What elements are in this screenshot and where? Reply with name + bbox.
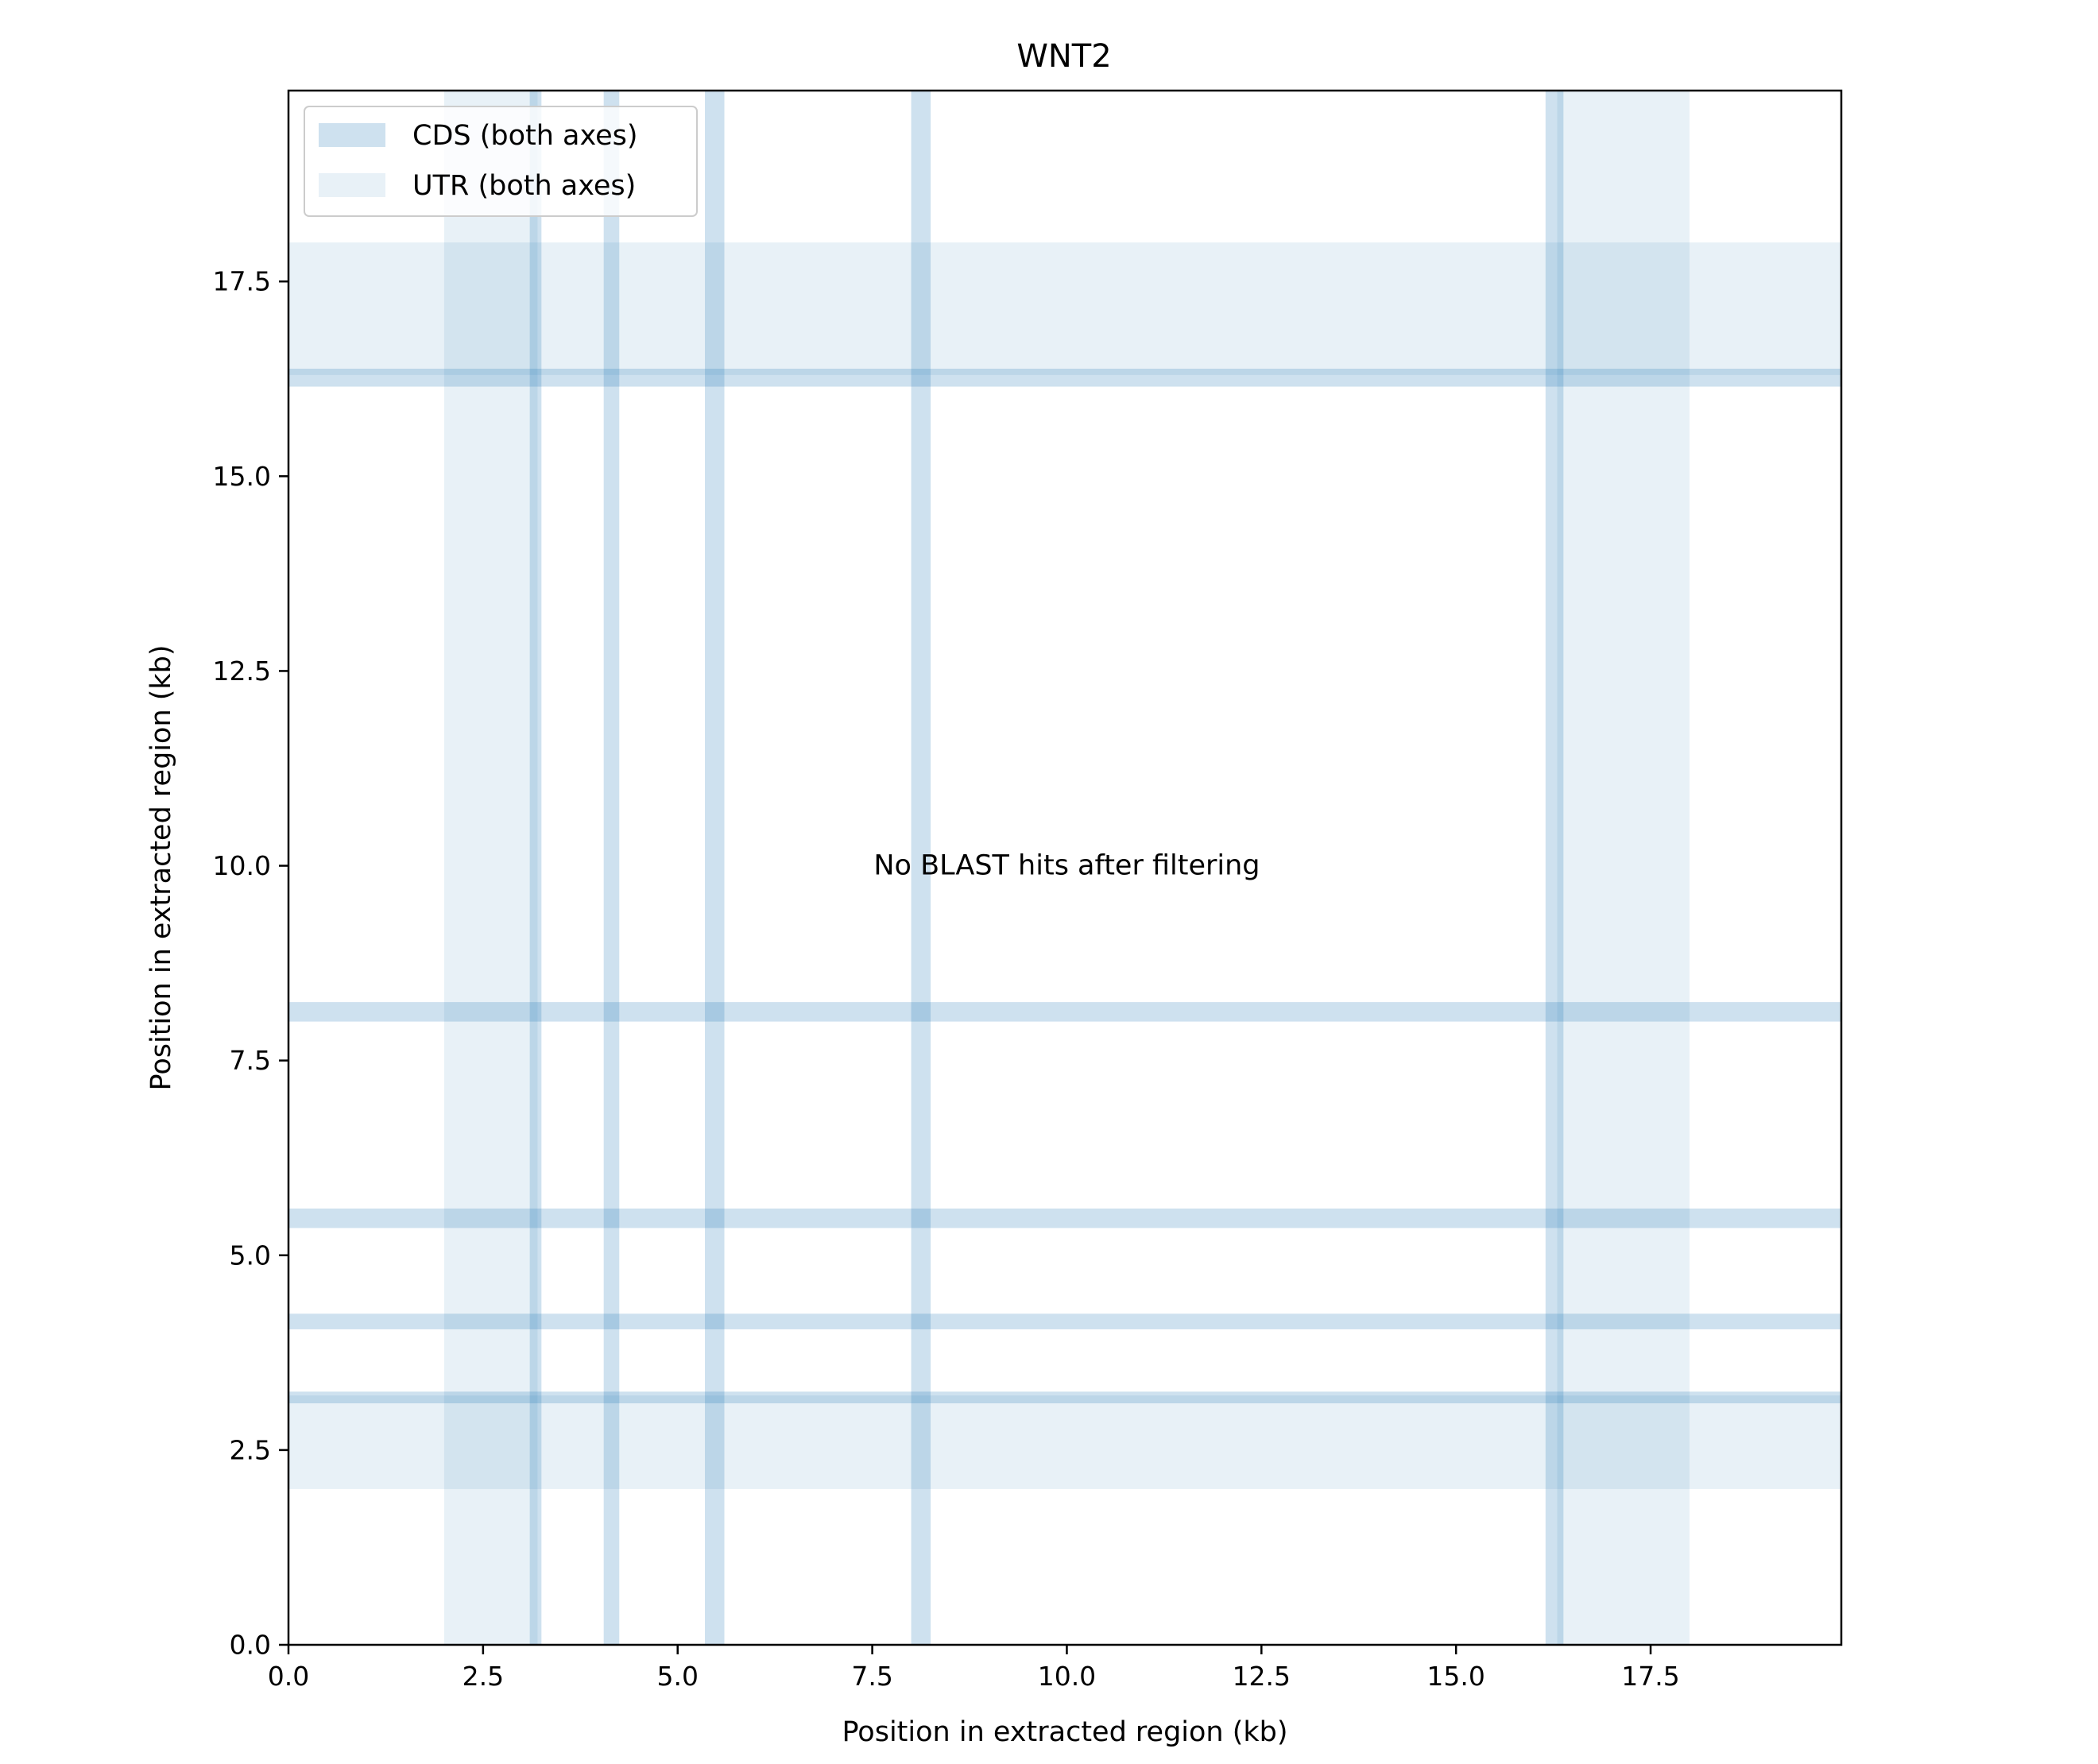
utr-band-vertical-2 — [1557, 91, 1690, 1645]
feature-bands — [288, 91, 1841, 1645]
legend-swatch-cds — [319, 123, 385, 147]
legend-label-cds: CDS (both axes) — [412, 120, 638, 152]
x-tick-label: 5.0 — [656, 1661, 698, 1692]
cds-band-horizontal-1 — [288, 1391, 1841, 1404]
x-tick-label: 7.5 — [851, 1661, 892, 1692]
plot-frame — [287, 89, 1843, 1646]
x-tick-label: 17.5 — [1621, 1661, 1679, 1692]
y-tick-label: 10.0 — [213, 850, 271, 881]
legend-label-utr: UTR (both axes) — [412, 170, 636, 202]
y-tick-label: 17.5 — [213, 266, 271, 297]
x-axis-label: Position in extracted region (kb) — [842, 1716, 1287, 1748]
utr-band-horizontal-1 — [288, 1395, 1841, 1489]
y-tick-label: 5.0 — [230, 1240, 271, 1271]
cds-band-vertical-5 — [1545, 91, 1564, 1645]
cds-band-horizontal-2 — [288, 1313, 1841, 1329]
legend-swatch-utr — [319, 173, 385, 197]
cds-band-vertical-2 — [603, 91, 620, 1645]
cds-band-vertical-1 — [529, 91, 542, 1645]
y-tick-label: 2.5 — [230, 1434, 271, 1465]
y-axis-label: Position in extracted region (kb) — [145, 644, 177, 1090]
x-tick-label: 12.5 — [1233, 1661, 1291, 1692]
legend-box — [304, 106, 698, 217]
chart-title: WNT2 — [1016, 38, 1111, 75]
x-tick-label: 2.5 — [463, 1661, 504, 1692]
utr-band-vertical-1 — [443, 91, 538, 1645]
legend: CDS (both axes) UTR (both axes) — [304, 106, 698, 217]
y-tick-label: 0.0 — [230, 1630, 271, 1661]
cds-band-vertical-4 — [911, 91, 931, 1645]
y-tick-label: 15.0 — [213, 461, 271, 492]
cds-band-horizontal-4 — [288, 1002, 1841, 1022]
x-tick-label: 10.0 — [1038, 1661, 1096, 1692]
y-axis-ticks: 0.0 2.5 5.0 7.5 10.0 12.5 15.0 17.5 — [213, 266, 288, 1661]
cds-band-horizontal-3 — [288, 1208, 1841, 1228]
utr-band-horizontal-2 — [288, 242, 1841, 375]
x-tick-label: 0.0 — [268, 1661, 309, 1692]
y-tick-label: 7.5 — [230, 1045, 271, 1076]
x-axis-ticks: 0.0 2.5 5.0 7.5 10.0 12.5 15.0 17.5 — [268, 1645, 1680, 1692]
cds-band-vertical-3 — [705, 91, 725, 1645]
y-tick-label: 12.5 — [213, 656, 271, 687]
no-hits-annotation: No BLAST hits after filtering — [873, 850, 1260, 882]
cds-band-horizontal-5 — [288, 369, 1841, 387]
x-tick-label: 15.0 — [1426, 1661, 1484, 1692]
